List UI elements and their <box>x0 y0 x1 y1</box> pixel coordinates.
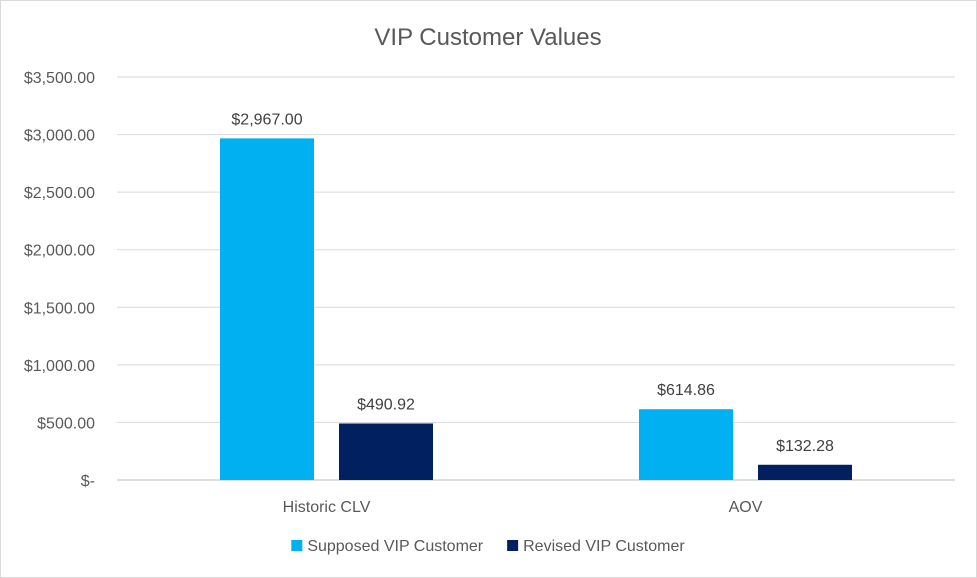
bar-revised-vip-customer-historic-clv <box>339 423 433 480</box>
y-tick-label: $1,500.00 <box>24 300 95 317</box>
bar-supposed-vip-customer-historic-clv <box>220 138 314 480</box>
y-axis-ticks: $- $500.00 $1,000.00 $1,500.00 $2,000.00 $2,5… <box>24 70 95 490</box>
x-category-label: AOV <box>729 499 763 516</box>
legend: Supposed VIP Customer Revised VIP Custome… <box>291 538 685 555</box>
y-tick-label: $2,000.00 <box>24 243 95 260</box>
legend-swatch <box>507 540 519 551</box>
y-tick-label: $- <box>81 473 95 490</box>
legend-label: Revised VIP Customer <box>523 538 685 555</box>
y-tick-label: $500.00 <box>37 415 95 432</box>
y-tick-label: $3,000.00 <box>24 128 95 145</box>
legend-label: Supposed VIP Customer <box>307 538 483 555</box>
legend-swatch <box>291 540 303 551</box>
y-tick-label: $1,000.00 <box>24 358 95 375</box>
data-label: $132.28 <box>776 438 834 455</box>
x-axis-categories: Historic CLV AOV <box>283 499 763 516</box>
bar-revised-vip-customer-aov <box>758 464 852 480</box>
bars <box>220 138 852 480</box>
chart-title: VIP Customer Values <box>374 24 601 51</box>
data-label: $490.92 <box>357 396 415 413</box>
data-label: $2,967.00 <box>231 111 302 128</box>
bar-supposed-vip-customer-aov <box>639 409 733 480</box>
data-labels: $2,967.00 $490.92 $614.86 $132.28 <box>231 111 834 454</box>
y-tick-label: $3,500.00 <box>24 70 95 87</box>
data-label: $614.86 <box>657 382 715 399</box>
x-category-label: Historic CLV <box>283 499 371 516</box>
y-tick-label: $2,500.00 <box>24 185 95 202</box>
